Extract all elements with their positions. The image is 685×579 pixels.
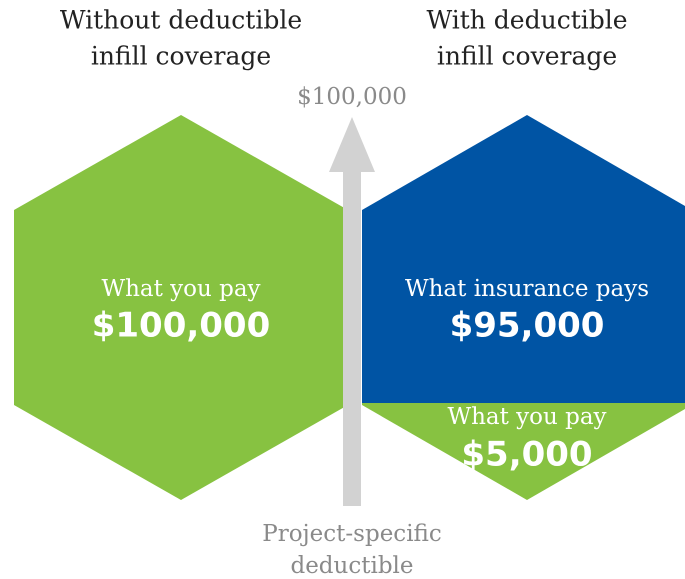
arrow-bottom-label: deductible [290, 553, 413, 579]
you-amount: $5,000 [461, 435, 592, 475]
insurance-label: What insurance pays [405, 276, 649, 302]
insurance-amount: $95,000 [450, 306, 605, 346]
you-label: What you pay [447, 404, 606, 430]
arrow-bottom-label: Project-specific [262, 521, 442, 547]
deductible-arrow [329, 117, 375, 506]
right-heading: With deductible [426, 6, 627, 35]
left-hexagon [14, 115, 348, 500]
arrow-top-label: $100,000 [297, 84, 407, 110]
right-heading: infill coverage [437, 42, 617, 71]
left-heading: infill coverage [91, 42, 271, 71]
insurance-portion [362, 115, 685, 403]
left-label: What you pay [101, 276, 260, 302]
left-heading: Without deductible [60, 6, 302, 35]
left-amount: $100,000 [92, 306, 271, 346]
